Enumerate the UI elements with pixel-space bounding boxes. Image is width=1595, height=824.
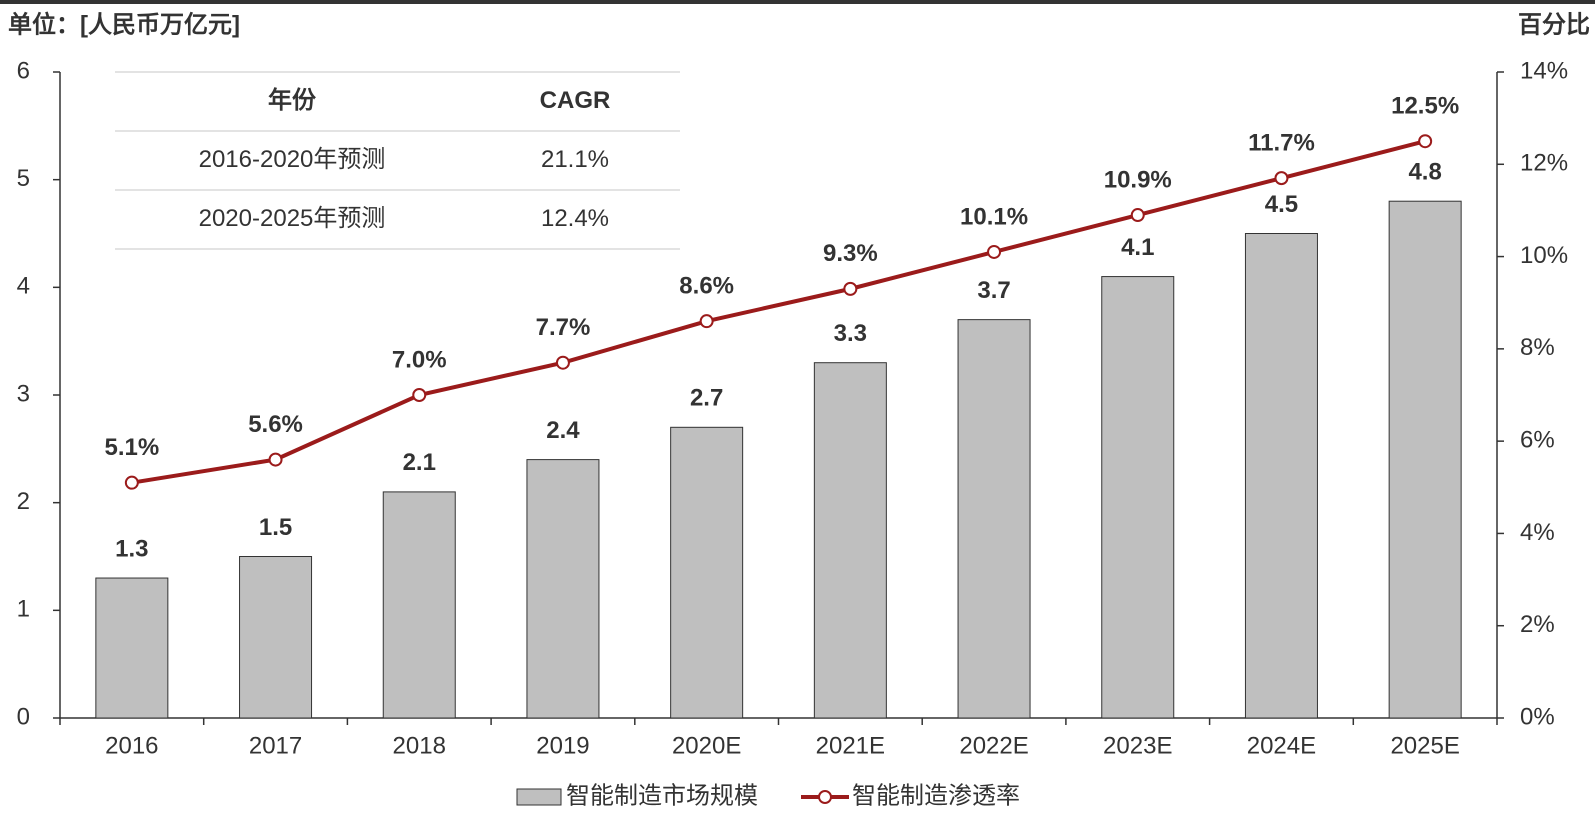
y2-tick-label: 14% xyxy=(1520,57,1568,84)
bar-value-label: 1.3 xyxy=(115,535,148,562)
line-value-label: 5.6% xyxy=(248,411,303,438)
line-marker xyxy=(843,281,858,296)
bar xyxy=(1244,233,1318,719)
bar-value-label: 3.7 xyxy=(977,277,1010,304)
line-value-label: 10.9% xyxy=(1104,166,1172,193)
y-tick-label: 5 xyxy=(17,165,30,192)
bar xyxy=(382,491,456,719)
line-value-label: 9.3% xyxy=(823,240,878,267)
bar xyxy=(1101,276,1175,719)
line-marker xyxy=(699,314,714,329)
line xyxy=(131,139,1426,485)
y-tick-label: 0 xyxy=(17,703,30,730)
legend-label: 智能制造市场规模 xyxy=(566,782,758,809)
bar xyxy=(95,577,169,719)
line-value-label: 5.1% xyxy=(104,434,159,461)
bar-value-label: 3.3 xyxy=(834,320,867,347)
y-tick-label: 1 xyxy=(17,596,30,623)
y2-tick-label: 10% xyxy=(1520,242,1568,269)
bar xyxy=(957,319,1031,719)
y2-tick-label: 12% xyxy=(1520,150,1568,177)
line-marker xyxy=(1418,134,1433,149)
line-value-label: 7.7% xyxy=(536,314,591,341)
x-tick-label: 2019 xyxy=(536,732,589,759)
x-tick-label: 2023E xyxy=(1103,732,1172,759)
line-marker xyxy=(124,475,139,490)
x-tick-label: 2016 xyxy=(105,732,158,759)
table-header: 年份 xyxy=(268,86,317,114)
table-cell: 12.4% xyxy=(541,205,609,232)
x-tick-label: 2021E xyxy=(816,732,885,759)
line-value-label: 12.5% xyxy=(1391,93,1459,120)
y-tick-label: 3 xyxy=(17,380,30,407)
line-marker xyxy=(1274,171,1289,186)
line-value-label: 7.0% xyxy=(392,346,447,373)
bar xyxy=(1388,200,1462,719)
x-tick-label: 2025E xyxy=(1390,732,1459,759)
bar-value-label: 1.5 xyxy=(259,514,292,541)
y-tick-label: 2 xyxy=(17,488,30,515)
line-marker xyxy=(987,244,1002,259)
x-tick-label: 2022E xyxy=(959,732,1028,759)
y2-tick-label: 8% xyxy=(1520,334,1555,361)
x-tick-label: 2024E xyxy=(1247,732,1316,759)
y-axis-label: 单位：[人民币万亿元] xyxy=(8,10,240,38)
table-cell: 21.1% xyxy=(541,146,609,173)
line-marker xyxy=(412,388,427,402)
bar-value-label: 4.5 xyxy=(1265,191,1298,218)
line-marker xyxy=(1130,208,1145,223)
line-value-label: 11.7% xyxy=(1248,129,1315,156)
y-tick-label: 6 xyxy=(17,57,30,84)
bar-value-label: 4.8 xyxy=(1408,159,1441,186)
legend-swatch xyxy=(516,788,562,806)
y-tick-label: 4 xyxy=(17,273,30,300)
y2-tick-label: 6% xyxy=(1520,426,1555,453)
bar xyxy=(670,426,744,719)
bar-value-label: 2.7 xyxy=(690,385,723,412)
table-header: CAGR xyxy=(540,87,611,114)
legend-swatch-marker xyxy=(818,790,832,804)
y2-tick-label: 2% xyxy=(1520,611,1555,638)
x-tick-label: 2017 xyxy=(249,732,302,759)
y2-tick-label: 4% xyxy=(1520,519,1555,546)
bar xyxy=(526,459,600,719)
bar xyxy=(813,362,887,719)
bar-value-label: 2.4 xyxy=(546,417,580,444)
table-cell: 2020-2025年预测 xyxy=(199,205,386,232)
line-value-label: 8.6% xyxy=(679,273,734,300)
y2-axis-label: 百分比 xyxy=(1518,11,1590,38)
bar-value-label: 2.1 xyxy=(403,449,436,476)
line-value-label: 10.1% xyxy=(960,203,1028,230)
bar-value-label: 4.1 xyxy=(1121,234,1154,261)
x-tick-label: 2020E xyxy=(672,732,741,759)
bar xyxy=(239,556,313,719)
x-tick-label: 2018 xyxy=(393,732,446,759)
line-marker xyxy=(268,452,283,467)
legend-label: 智能制造渗透率 xyxy=(852,782,1020,809)
top-bar xyxy=(0,0,1595,4)
table-cell: 2016-2020年预测 xyxy=(199,146,386,173)
y2-tick-label: 0% xyxy=(1520,703,1555,730)
line-marker xyxy=(555,355,570,370)
